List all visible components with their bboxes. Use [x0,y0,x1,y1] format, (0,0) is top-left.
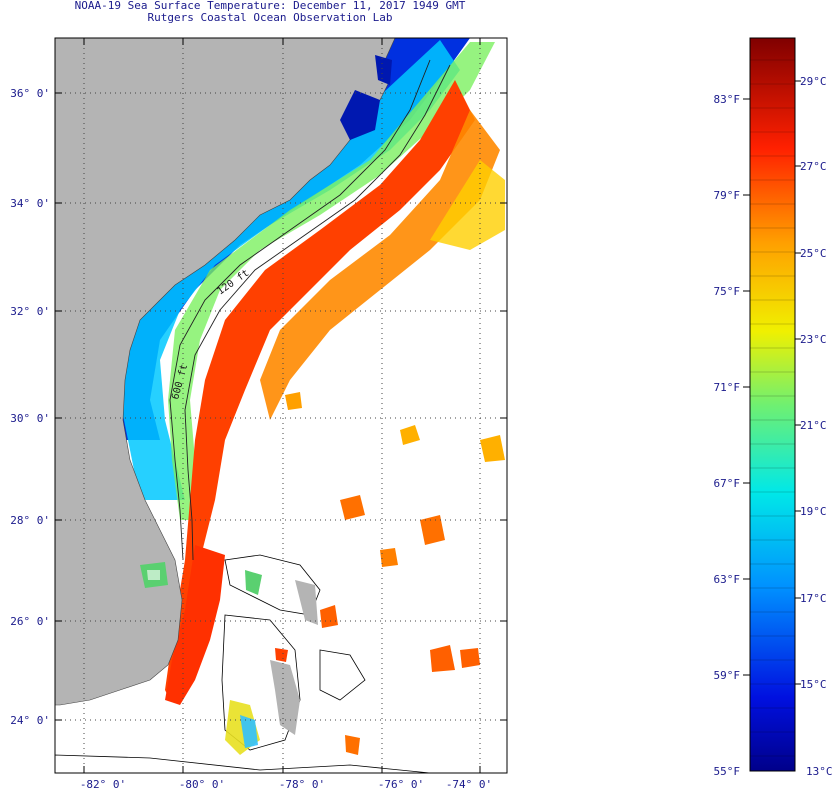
colorbar-min-f: 55°F [714,765,741,778]
temperature-colorbar [749,37,796,772]
map-subtitle: Rutgers Coastal Ocean Observation Lab [147,11,393,24]
lon-label: -82° 0' [80,778,126,791]
sst-patch [285,392,302,410]
sst-patch [380,548,398,567]
warm-patch [430,160,505,250]
exuma-bank [319,649,366,701]
colorbar-c-label: 21°C [800,419,827,432]
colorbar-f-label: 59°F [714,669,741,682]
sst-patch [345,735,360,755]
colorbar-f-label: 63°F [714,573,741,586]
colorbar-c-label: 23°C [800,333,827,346]
isobath-120ft [169,59,431,561]
lat-label: 26° 0' [10,615,50,628]
cuba-coast [55,754,431,773]
map-frame [54,37,508,774]
colorbar-c-label: 17°C [800,592,827,605]
lake-center [147,570,160,580]
sst-patch [480,435,505,462]
gulf-stream-eddy [260,110,500,420]
sst-patch [460,648,480,668]
lat-label: 32° 0' [10,305,50,318]
lon-label: -74° 0' [446,778,492,791]
lat-label: 36° 0' [10,87,50,100]
pamlico-sound [340,90,380,140]
colorbar-c-label: 15°C [800,678,827,691]
sst-patch [420,515,445,545]
sst-patch [320,605,338,628]
graticule [55,38,507,773]
sst-patch [400,425,420,445]
colorbar-c-label: 25°C [800,247,827,260]
lon-label: -80° 0' [179,778,225,791]
colorbar-f-label: 79°F [714,189,741,202]
isobath-600ft [184,64,451,561]
lat-label: 24° 0' [10,714,50,727]
lat-label: 30° 0' [10,412,50,425]
andros-island [270,660,300,735]
chesapeake-mouth [375,55,392,85]
sst-patch [275,648,288,662]
sst-patch [340,495,365,520]
colorbar-c-label: 19°C [800,505,827,518]
colorbar-min-c: 13°C [806,765,832,778]
lat-label: 28° 0' [10,514,50,527]
lat-label: 34° 0' [10,197,50,210]
map-title: NOAA-19 Sea Surface Temperature: Decembe… [74,0,466,12]
gulf-stream-core [165,80,475,700]
island [295,580,318,625]
colorbar-f-label: 75°F [714,285,741,298]
bank-water-cool [240,715,258,748]
lon-label: -78° 0' [279,778,325,791]
florida-current [165,545,225,705]
colorbar-f-label: 71°F [714,381,741,394]
colorbar-f-label: 67°F [714,477,741,490]
colorbar-f-label: 83°F [714,93,741,106]
colorbar-c-label: 29°C [800,75,827,88]
colorbar-ticks [743,80,801,685]
bank-water [245,570,262,595]
colorbar-steps [750,59,795,757]
sst-patch [430,645,455,672]
lon-label: -76° 0' [378,778,424,791]
outer-shelf-water [168,42,495,520]
tick-marks [55,38,507,773]
colorbar-c-label: 27°C [800,160,827,173]
